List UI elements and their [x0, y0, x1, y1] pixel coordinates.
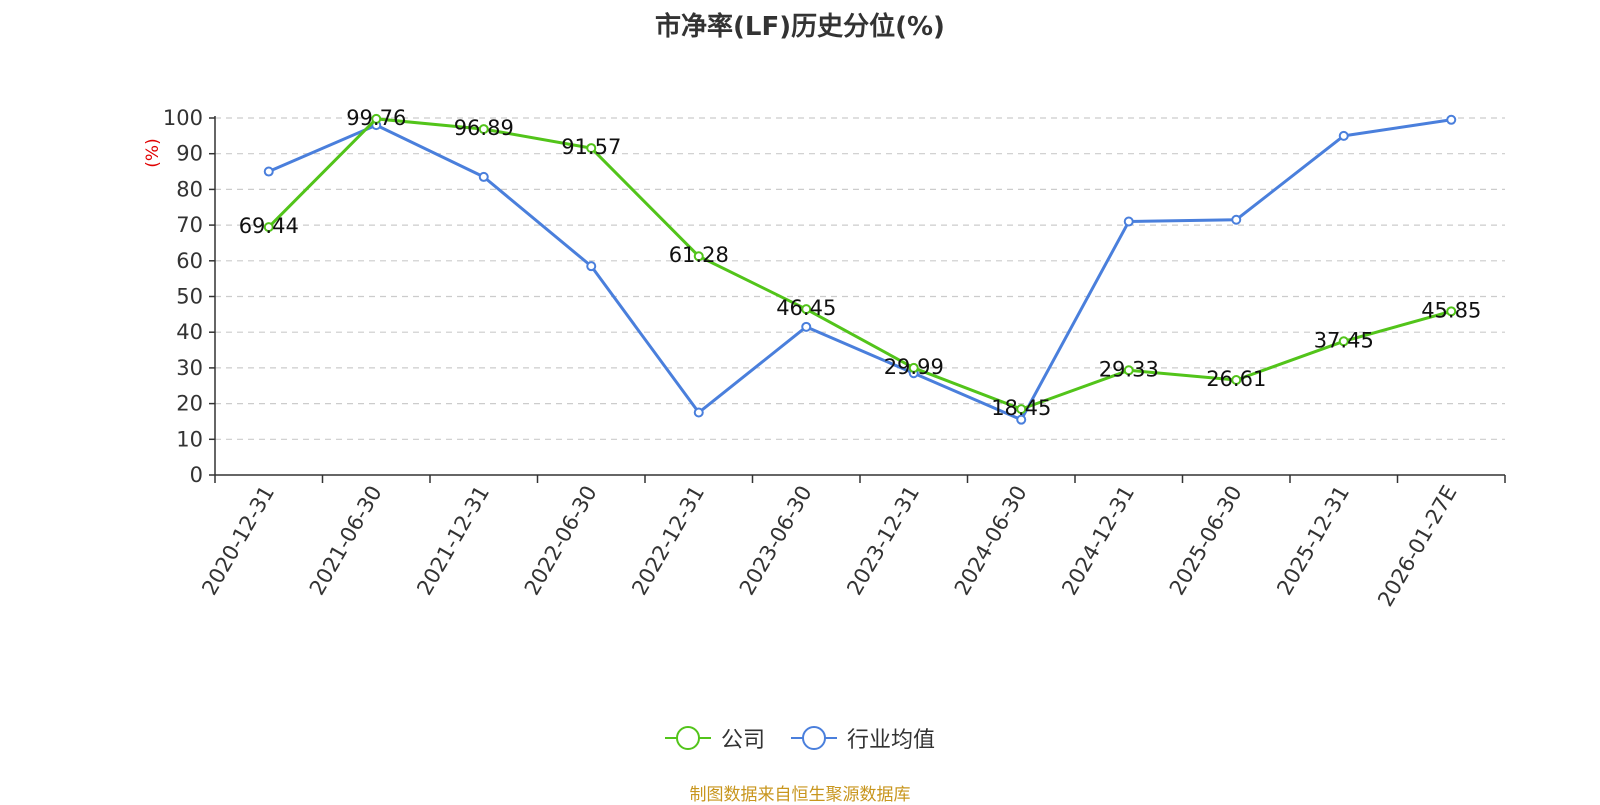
data-label: 26.61 [1206, 367, 1266, 391]
x-tick-label: 2023-06-30 [735, 482, 817, 600]
x-tick-label: 2025-12-31 [1272, 482, 1354, 600]
x-tick-label: 2021-06-30 [305, 482, 387, 600]
series-line [268, 118, 1452, 422]
data-point [1016, 414, 1027, 425]
data-point [586, 143, 597, 154]
data-point [263, 166, 274, 177]
grid-lines [215, 117, 1505, 440]
legend-label: 行业均值 [847, 728, 936, 753]
data-point [1123, 365, 1134, 376]
x-tick-label: 2022-06-30 [520, 482, 602, 600]
data-point [1338, 336, 1349, 347]
data-label: 91.57 [561, 135, 621, 159]
y-tick-label: 0 [190, 463, 203, 487]
data-label: 18.45 [991, 396, 1051, 420]
data-label: 45.85 [1421, 298, 1481, 322]
legend-item-company[interactable]: 公司 [664, 722, 765, 754]
data-label: 29.99 [884, 355, 944, 379]
data-point [693, 407, 704, 418]
data-point [693, 251, 704, 262]
data-point [908, 362, 919, 373]
data-source-note: 制图数据来自恒生聚源数据库 [689, 785, 911, 805]
data-label: 29.33 [1099, 357, 1159, 381]
data-point [1016, 404, 1027, 415]
series-line [267, 117, 1452, 411]
x-tick-label: 2025-06-30 [1165, 482, 1247, 600]
x-tick-label: 2024-06-30 [950, 482, 1032, 600]
data-point [478, 124, 489, 135]
data-point [371, 113, 382, 124]
y-tick-label: 100 [163, 106, 203, 130]
data-point [1338, 130, 1349, 141]
legend-item-industry-average[interactable]: 行业均值 [791, 722, 935, 754]
legend-label: 公司 [720, 728, 765, 753]
data-label: 37.45 [1314, 328, 1374, 352]
y-tick-label: 50 [176, 285, 203, 309]
series-lines [263, 113, 1457, 425]
x-tick-label: 2020-12-31 [197, 482, 279, 600]
x-tick-label: 2021-12-31 [412, 482, 494, 600]
x-tick-label: 2022-12-31 [627, 482, 709, 600]
data-point [1231, 375, 1242, 386]
y-tick-label: 30 [176, 356, 203, 380]
data-point [1123, 216, 1134, 227]
data-label: 96.89 [454, 116, 514, 140]
data-label: 46.45 [776, 296, 836, 320]
data-point [801, 321, 812, 332]
data-point [263, 222, 274, 233]
y-axis-title: (%) [143, 138, 163, 167]
x-tick-label: 2026-01-27E [1373, 482, 1461, 611]
y-tick-label: 40 [176, 320, 203, 344]
x-tick-label: 2024-12-31 [1057, 482, 1139, 600]
y-tick-label: 80 [176, 177, 203, 201]
data-label: 99.76 [346, 106, 406, 130]
data-point [586, 261, 597, 272]
data-point [1231, 214, 1242, 225]
legend: 公司 行业均值 [0, 722, 1600, 754]
y-tick-label: 10 [176, 427, 203, 451]
y-tick-label: 70 [176, 213, 203, 237]
legend-marker-icon [791, 726, 837, 750]
data-point [801, 304, 812, 315]
y-tick-label: 60 [176, 249, 203, 273]
y-tick-label: 90 [176, 142, 203, 166]
legend-marker-icon [664, 726, 711, 750]
x-tick-label: 2023-12-31 [842, 482, 924, 600]
chart-title: 市净率(LF)历史分位(%) [655, 12, 945, 42]
data-point [1446, 114, 1457, 125]
data-label: 61.28 [669, 243, 729, 267]
data-label: 69.44 [239, 214, 299, 238]
data-point [478, 171, 489, 182]
data-point [1446, 306, 1457, 317]
y-tick-label: 20 [176, 392, 203, 416]
data-labels: 69.44 99.76 96.89 91.57 61.28 46.45 29.99 18.45… [239, 106, 1482, 420]
